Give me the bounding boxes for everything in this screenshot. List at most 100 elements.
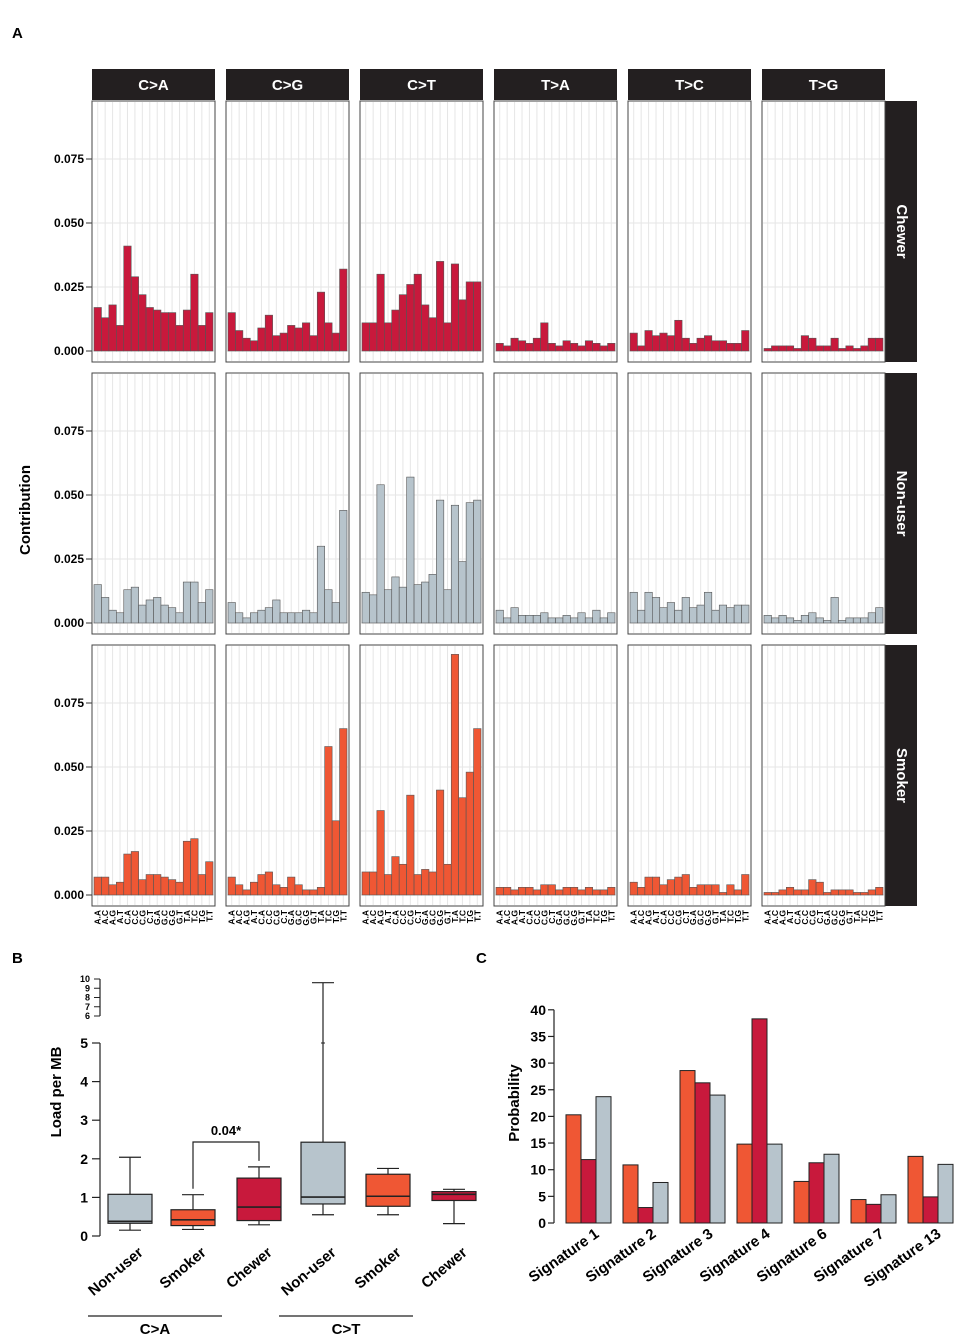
bar-smoker-t-c-a-t	[652, 876, 661, 896]
x-tick-label-context: C.A	[390, 910, 400, 925]
bar-smoker-c-g-t-g	[331, 820, 340, 896]
x-tick-label-context: G.T	[577, 909, 587, 924]
bar-smoker-c-g-g-c	[294, 884, 303, 896]
strip-t-c	[628, 69, 751, 100]
x-tick-label-context: G.A	[152, 910, 162, 925]
x-tick-label-c-t-chewer: Chewer	[418, 1244, 471, 1292]
bar-non-user-c-g-t-g	[331, 602, 340, 624]
bar-smoker-c-a-t-g	[197, 874, 206, 896]
bar-non-user-c-a-c-c	[130, 586, 139, 624]
bar-chewer-c-t-t-c	[458, 299, 467, 352]
bar-chewer-c-g-g-t	[309, 335, 318, 352]
bar-non-user-t-c-t-a	[718, 604, 727, 624]
bar-smoker-t-c-c-g	[674, 876, 683, 896]
bar-chewer-c-g-g-c	[294, 327, 303, 352]
x-tick-label-context: A.G	[778, 910, 788, 926]
x-tick-label-context: G.C	[696, 910, 706, 925]
bar-smoker-t-g-g-c	[830, 889, 839, 896]
x-tick-label-context: G.C	[294, 910, 304, 925]
x-tick-label-context: G.C	[562, 910, 572, 925]
bar-smoker-t-g-t-a	[852, 892, 861, 896]
bar-signature-1-chewer	[580, 1159, 597, 1224]
x-tick-label-context: G.C	[428, 910, 438, 925]
bar-chewer-t-a-t-t	[607, 343, 616, 352]
bar-smoker-t-g-c-a	[793, 889, 802, 896]
bar-smoker-c-t-t-a	[450, 654, 459, 896]
x-tick-label-context: A.A	[361, 910, 371, 925]
bar-non-user-c-t-a-c	[369, 594, 378, 624]
bar-smoker-c-g-c-g	[272, 884, 281, 896]
x-tick-label-context: C.A	[524, 910, 534, 925]
bar-non-user-c-g-c-g	[272, 599, 281, 624]
bar-chewer-c-a-g-a	[153, 309, 162, 352]
y-tick-label-upper: 7	[85, 1002, 90, 1012]
bar-chewer-t-g-t-c	[860, 345, 869, 352]
y-tick-label: 0.000	[54, 344, 84, 358]
x-tick-label-context: C.T	[681, 909, 691, 924]
bar-smoker-c-a-g-t	[175, 881, 184, 896]
bar-non-user-t-a-t-t	[607, 612, 616, 624]
x-tick-label-context: A.C	[368, 910, 378, 925]
x-tick-label-context: G.C	[160, 910, 170, 925]
bar-non-user-t-a-c-c	[532, 615, 541, 624]
bar-chewer-c-a-a-a	[93, 307, 102, 352]
bar-chewer-t-g-g-t	[845, 345, 854, 352]
x-tick-label-context: T.G	[197, 910, 207, 924]
x-tick-label-context: G.G	[703, 910, 713, 926]
bar-chewer-c-a-t-t	[205, 312, 214, 352]
y-tick-label: 0.025	[54, 280, 84, 294]
bar-non-user-c-g-a-a	[227, 602, 236, 624]
bar-smoker-t-g-c-t	[815, 881, 824, 896]
y-tick-label: 0.075	[54, 152, 84, 166]
bar-smoker-t-g-a-a	[763, 892, 772, 896]
x-tick-label-context: A.A	[227, 910, 237, 925]
x-tick-label-c-t-smoker: Smoker	[351, 1244, 404, 1292]
bar-smoker-c-a-c-t	[145, 874, 154, 896]
y-tick-label: 20	[530, 1108, 546, 1124]
bar-smoker-c-g-c-t	[279, 887, 288, 896]
strip-label-c-a: C>A	[138, 77, 169, 94]
bar-smoker-c-a-t-c	[190, 838, 199, 896]
x-tick-label-context: T.C	[859, 910, 869, 923]
x-tick-label-context: G.G	[301, 910, 311, 926]
bar-non-user-t-a-g-a	[555, 617, 564, 624]
bar-smoker-t-g-c-g	[808, 879, 817, 896]
bar-smoker-t-g-c-c	[800, 889, 809, 896]
bar-non-user-t-a-c-a	[525, 615, 534, 624]
bar-chewer-t-g-g-g	[838, 348, 847, 352]
bar-non-user-t-a-a-t	[518, 615, 527, 624]
panel-label-b: B	[12, 950, 23, 967]
bar-non-user-c-a-c-g	[138, 604, 147, 624]
bar-chewer-t-g-c-t	[815, 345, 824, 352]
bar-smoker-t-c-c-c	[666, 879, 675, 896]
y-tick-label: 5	[538, 1188, 546, 1204]
bar-non-user-c-a-a-c	[101, 597, 110, 624]
bar-smoker-t-c-t-t	[741, 874, 750, 896]
x-tick-label-context: T.T	[338, 909, 348, 922]
y-tick-label-upper: 6	[85, 1011, 90, 1021]
bar-chewer-t-g-c-a	[793, 348, 802, 352]
strip-c-g	[226, 69, 349, 100]
bar-smoker-t-g-a-t	[786, 887, 795, 896]
bar-non-user-c-g-a-g	[242, 617, 251, 624]
bar-smoker-t-g-g-a	[823, 892, 832, 896]
bar-chewer-c-g-t-a	[316, 291, 325, 352]
bar-chewer-c-g-c-a	[257, 327, 266, 352]
bar-non-user-t-a-a-a	[495, 609, 504, 624]
bar-smoker-t-a-a-c	[503, 887, 512, 896]
x-tick-label-context: C.T	[145, 909, 155, 924]
x-tick-label-context: T.C	[189, 910, 199, 923]
bar-non-user-t-c-a-c	[637, 609, 646, 624]
bar-non-user-t-c-c-c	[666, 602, 675, 624]
x-tick-label-c-a-chewer: Chewer	[223, 1244, 276, 1292]
bar-chewer-t-a-c-t	[547, 343, 556, 352]
x-tick-label-context: T.C	[591, 910, 601, 923]
row-strip-chewer	[885, 101, 917, 362]
bar-chewer-c-g-c-t	[279, 332, 288, 352]
bar-chewer-c-a-c-t	[145, 307, 154, 352]
facet-chewer-t-g	[761, 100, 886, 363]
bar-chewer-t-c-a-t	[652, 335, 661, 352]
x-tick-label-context: A.A	[629, 910, 639, 925]
y-tick-label: 0.075	[54, 696, 84, 710]
x-tick-label-context: A.C	[234, 910, 244, 925]
